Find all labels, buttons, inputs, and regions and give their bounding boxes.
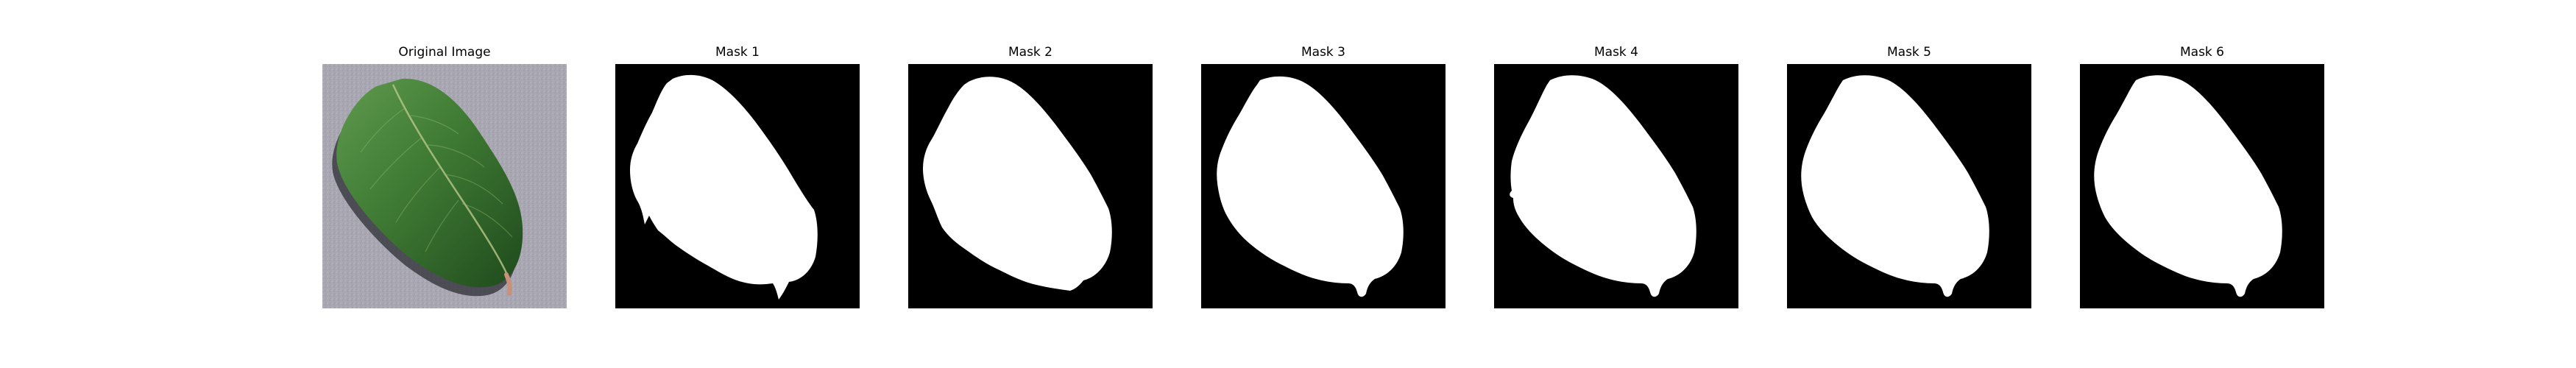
panel-mask-3: Mask 3 bbox=[1201, 0, 1446, 368]
panel-mask-2: Mask 2 bbox=[908, 0, 1153, 368]
panel-title: Mask 2 bbox=[908, 44, 1153, 60]
original-leaf-image bbox=[322, 64, 567, 308]
panel-mask-5: Mask 5 bbox=[1787, 0, 2031, 368]
panel-title: Mask 1 bbox=[615, 44, 860, 60]
panel-mask-4: Mask 4 bbox=[1494, 0, 1738, 368]
panel-title: Original Image bbox=[322, 44, 567, 60]
panel-original-image: Original Image bbox=[322, 0, 567, 368]
panel-mask-1: Mask 1 bbox=[615, 0, 860, 368]
mask-6-image bbox=[2080, 64, 2324, 308]
mask-2-image bbox=[908, 64, 1153, 308]
mask-3-image bbox=[1201, 64, 1446, 308]
panel-title: Mask 5 bbox=[1787, 44, 2031, 60]
panel-mask-6: Mask 6 bbox=[2080, 0, 2324, 368]
panel-title: Mask 4 bbox=[1494, 44, 1738, 60]
panel-title: Mask 3 bbox=[1201, 44, 1446, 60]
mask-1-image bbox=[615, 64, 860, 308]
mask-4-image bbox=[1494, 64, 1738, 308]
mask-5-image bbox=[1787, 64, 2031, 308]
panel-title: Mask 6 bbox=[2080, 44, 2324, 60]
